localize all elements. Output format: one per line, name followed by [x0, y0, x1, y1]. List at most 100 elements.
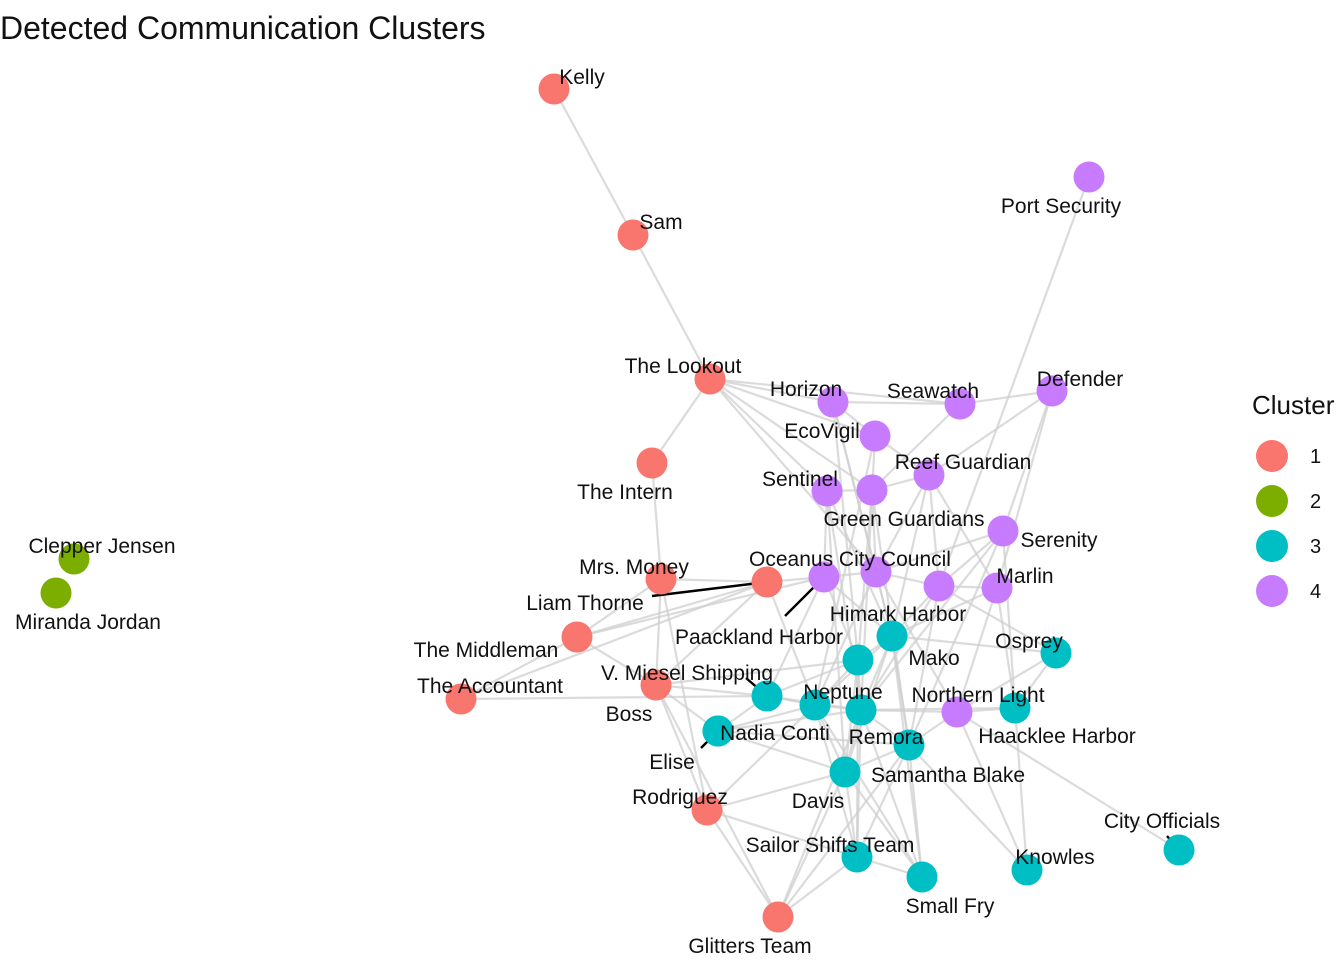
edge-boss-rodriguez — [654, 684, 709, 811]
label-the-accountant: The Accountant — [417, 675, 563, 698]
edge-glitters-team-sailor-shifts-team — [777, 856, 858, 918]
node-rodriguez — [691, 794, 723, 826]
label-mako: Mako — [908, 647, 959, 670]
edge-boss-v-miesel-shipping — [655, 683, 768, 698]
edge-haacklee-harbor-knowles — [1013, 707, 1029, 871]
edge-sentinel-davis — [825, 490, 847, 773]
edge-the-lookout-ecovigil — [709, 377, 876, 438]
edge-the-accountant-liam-thorne — [460, 580, 768, 701]
edge-samantha-blake-knowles — [908, 744, 1028, 871]
node-the-intern — [636, 447, 668, 479]
label-v-miesel-shipping: V. Miesel Shipping — [601, 662, 773, 685]
node-v-miesel-shipping — [751, 680, 783, 712]
edge-the-lookout-the-intern — [651, 378, 711, 464]
node-sentinel — [811, 475, 843, 507]
legend-label-2: 2 — [1310, 491, 1321, 513]
label-boss: Boss — [606, 703, 653, 726]
label-elise: Elise — [649, 751, 695, 774]
edge-liam-thorne-boss — [655, 581, 768, 686]
node-serenity — [987, 515, 1019, 547]
label-osprey: Osprey — [995, 630, 1063, 653]
chart-title: Detected Communication Clusters — [0, 10, 486, 46]
node-port-security — [1073, 161, 1105, 193]
label-ecovigil: EcoVigil — [784, 420, 860, 443]
node-reef-guardian — [913, 459, 945, 491]
node-the-middleman — [561, 621, 593, 653]
node-sam — [617, 219, 649, 251]
node-paackland-harbor — [808, 561, 840, 593]
edge-mako-hub-osprey — [938, 585, 1057, 654]
label-the-intern: The Intern — [577, 481, 673, 504]
label-green-guardians: Green Guardians — [823, 508, 984, 531]
label-layer: Kelly Sam The Lookout The Intern Mrs. Money L… — [15, 66, 1220, 958]
edge-mrs-money-rodriguez — [659, 578, 709, 811]
edge-the-lookout-sentinel — [709, 378, 828, 492]
label-davis: Davis — [792, 790, 845, 813]
node-oceanus-city-council — [860, 556, 892, 588]
legend-swatch-2 — [1256, 485, 1288, 517]
node-horizon — [817, 386, 849, 418]
node-northern-light — [941, 696, 973, 728]
edge-mako-v-miesel-shipping — [766, 658, 859, 698]
edge-defender-marlin — [995, 390, 1054, 589]
node-mako — [842, 644, 874, 676]
node-mako-hub — [923, 570, 955, 602]
label-the-lookout: The Lookout — [625, 355, 742, 378]
edge-reef-guardian-mako-hub — [927, 474, 941, 587]
label-seawatch: Seawatch — [887, 380, 979, 403]
edge-northern-light-city-officials — [956, 711, 1180, 851]
label-defender: Defender — [1037, 368, 1123, 391]
edge-davis-small-fry — [844, 771, 923, 878]
edge-defender-serenity — [1001, 390, 1054, 532]
edge-sentinel-himark-harbor — [825, 490, 894, 637]
edge-nadia-conti-samantha-blake — [717, 729, 910, 747]
label-sentinel: Sentinel — [762, 468, 838, 491]
legend-swatch-3 — [1256, 530, 1288, 562]
edge-remora-sailor-shifts-team — [855, 709, 863, 858]
label-oceanus-city-council: Oceanus City Council — [749, 548, 951, 571]
node-mrs-money — [645, 563, 677, 595]
edge-neptune-small-fry — [814, 704, 923, 878]
label-himark-harbor: Himark Harbor — [830, 603, 967, 626]
node-remora — [845, 694, 877, 726]
edge-liam-thorne-the-middleman — [576, 580, 768, 639]
node-glitters-team — [762, 901, 794, 933]
node-ecovigil — [859, 420, 891, 452]
edge-boss-mako — [655, 658, 859, 687]
label-glitters-team: Glitters Team — [688, 935, 811, 958]
label-marlin: Marlin — [996, 565, 1053, 588]
node-himark-harbor — [876, 620, 908, 652]
label-samantha-blake: Samantha Blake — [871, 764, 1025, 787]
node-miranda-jordan — [40, 577, 72, 609]
node-liam-thorne — [751, 566, 783, 598]
label-miranda-jordan: Miranda Jordan — [15, 611, 161, 634]
node-green-guardians — [856, 474, 888, 506]
label-northern-light: Northern Light — [911, 684, 1044, 707]
edge-remora-small-fry — [859, 709, 924, 878]
edge-rodriguez-davis — [706, 770, 846, 812]
edge-northern-light-knowles — [955, 711, 1029, 871]
label-mrs-money: Mrs. Money — [579, 556, 689, 579]
edge-reef-guardian-oceanus-city-council — [875, 474, 930, 573]
label-small-fry: Small Fry — [906, 895, 995, 918]
edge-the-accountant-v-miesel-shipping — [460, 694, 768, 701]
edge-nadia-conti-davis — [717, 729, 846, 774]
node-knowles — [1011, 854, 1043, 886]
node-the-accountant — [445, 683, 477, 715]
edge-mrs-money-liam-thorne — [660, 577, 768, 584]
label-neptune: Neptune — [803, 681, 882, 704]
node-clepper-jensen — [58, 543, 90, 575]
legend-label-1: 1 — [1310, 446, 1321, 468]
node-seawatch — [944, 388, 976, 420]
edge-serenity-oceanus-city-council — [875, 529, 1004, 574]
edge-kelly-sam — [553, 88, 634, 236]
node-neptune — [799, 689, 831, 721]
edge-rodriguez-glitters-team — [706, 809, 779, 918]
node-defender — [1036, 375, 1068, 407]
legend-swatch-4 — [1256, 575, 1288, 607]
node-elise — [702, 715, 734, 747]
edge-nadia-conti-remora — [717, 708, 862, 733]
label-horizon: Horizon — [770, 378, 842, 401]
edge-neptune-nadia-conti — [717, 703, 816, 733]
